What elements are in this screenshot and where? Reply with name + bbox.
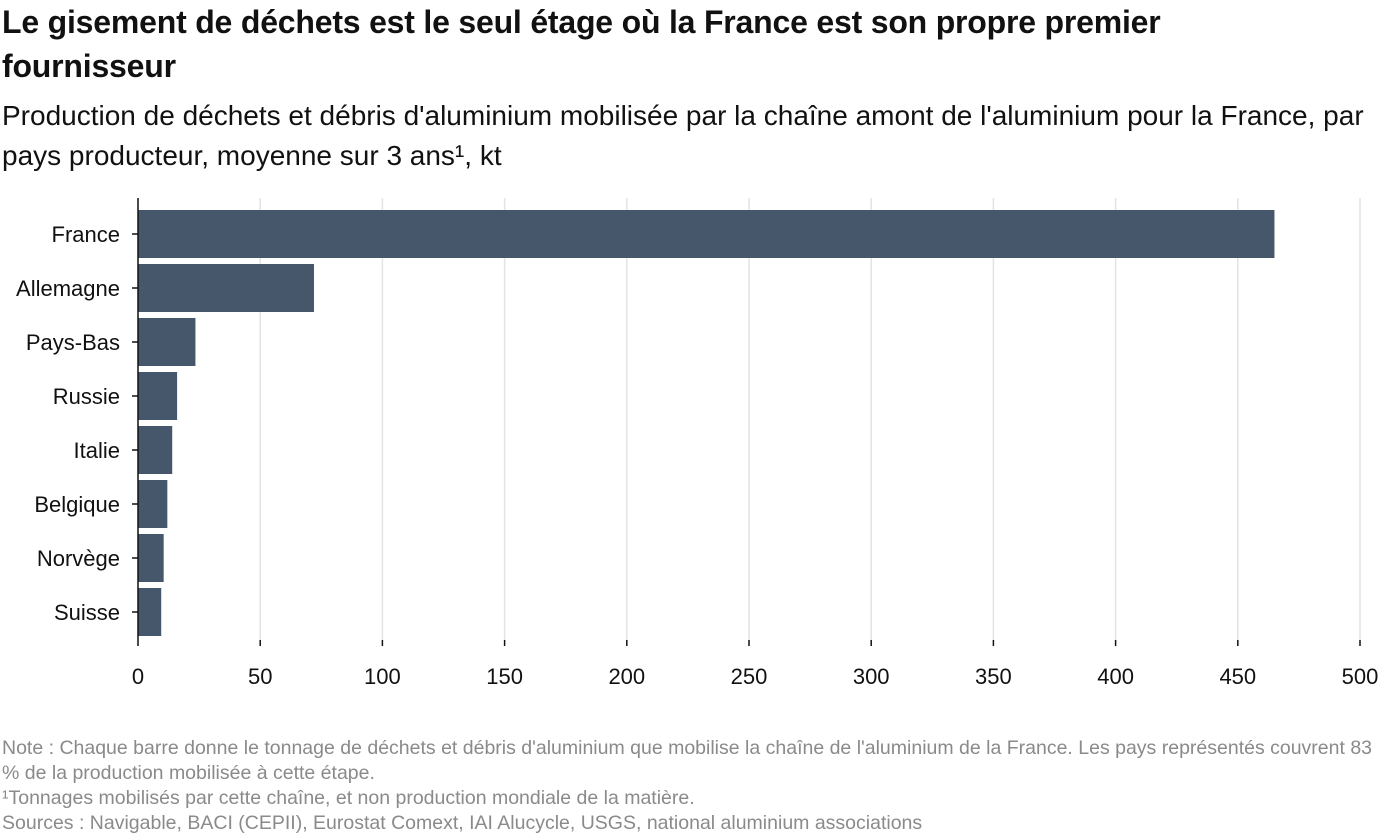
chart-note: Note : Chaque barre donne le tonnage de … [2,737,1373,784]
chart-subtitle: Production de déchets et débris d'alumin… [2,96,1382,176]
chart-sources: Sources : Navigable, BACI (CEPII), Euros… [2,812,923,834]
x-tick-label: 100 [364,664,401,689]
x-tick-label: 350 [975,664,1012,689]
subtitle-unit: , kt [464,140,502,171]
category-label: Norvège [37,546,120,571]
x-tick-label: 150 [486,664,523,689]
bar [138,426,173,474]
x-tick-label: 0 [132,664,144,689]
x-tick-label: 450 [1219,664,1256,689]
x-tick-label: 200 [608,664,645,689]
chart-title: Le gisement de déchets est le seul étage… [2,4,1161,84]
bar [138,588,162,636]
category-label: Suisse [54,600,120,625]
subtitle-text: Production de déchets et débris d'alumin… [2,100,1364,171]
x-tick-label: 250 [731,664,768,689]
bar [138,372,178,420]
category-label: Russie [53,384,120,409]
x-tick-label: 300 [853,664,890,689]
category-label: Italie [74,438,120,463]
bar [138,318,196,366]
x-tick-label: 50 [248,664,272,689]
bar [138,480,168,528]
bar-chart: France Allemagne Pays-Bas Russie Italie Belgi… [16,198,1379,689]
bar [138,534,164,582]
x-tick-label: 400 [1097,664,1134,689]
bar [138,264,314,312]
category-label: France [52,222,120,247]
category-label: Belgique [34,492,120,517]
chart-footnote: ¹Tonnages mobilisés par cette chaîne, et… [2,787,695,809]
x-tick-label: 500 [1342,664,1379,689]
chart-footer: Note : Chaque barre donne le tonnage de … [2,736,1382,836]
category-label: Pays-Bas [26,330,120,355]
category-label: Allemagne [16,276,120,301]
bar [138,210,1275,258]
